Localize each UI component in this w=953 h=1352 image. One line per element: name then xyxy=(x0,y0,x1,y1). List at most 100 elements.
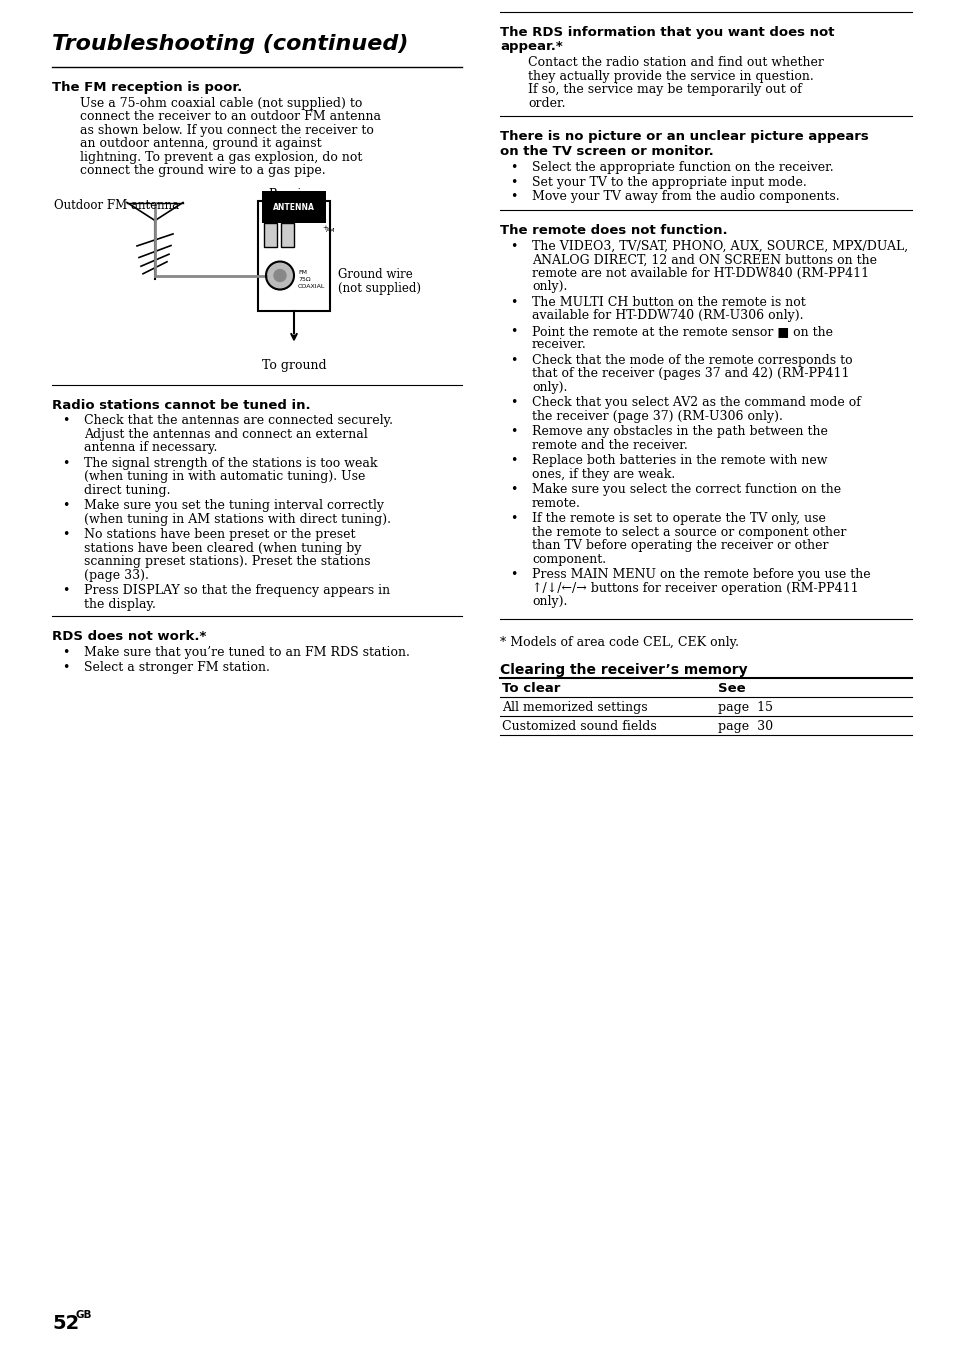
Text: +: + xyxy=(322,224,328,231)
Text: Customized sound fields: Customized sound fields xyxy=(501,721,656,733)
Text: COAXIAL: COAXIAL xyxy=(297,284,325,288)
Text: •: • xyxy=(510,426,517,438)
Bar xyxy=(264,223,276,246)
Text: available for HT-DDW740 (RM-U306 only).: available for HT-DDW740 (RM-U306 only). xyxy=(532,310,802,322)
Text: Troubleshooting (continued): Troubleshooting (continued) xyxy=(52,34,408,54)
Text: •: • xyxy=(510,239,517,253)
Text: •: • xyxy=(510,161,517,174)
Text: •: • xyxy=(62,584,70,598)
Text: FM: FM xyxy=(297,269,307,274)
Text: Point the remote at the remote sensor ■ on the: Point the remote at the remote sensor ■ … xyxy=(532,324,832,338)
Text: •: • xyxy=(62,529,70,541)
Circle shape xyxy=(274,269,286,281)
Text: Make sure you select the correct function on the: Make sure you select the correct functio… xyxy=(532,483,841,496)
Text: 75Ω: 75Ω xyxy=(297,277,311,281)
Text: Select the appropriate function on the receiver.: Select the appropriate function on the r… xyxy=(532,161,833,174)
Text: •: • xyxy=(510,296,517,308)
Text: The signal strength of the stations is too weak: The signal strength of the stations is t… xyxy=(84,457,377,469)
Text: scanning preset stations). Preset the stations: scanning preset stations). Preset the st… xyxy=(84,556,370,568)
Text: •: • xyxy=(510,396,517,410)
Text: Check that the mode of the remote corresponds to: Check that the mode of the remote corres… xyxy=(532,354,852,366)
Text: •: • xyxy=(510,483,517,496)
Text: AM: AM xyxy=(326,227,335,233)
Text: •: • xyxy=(62,661,70,675)
Text: stations have been cleared (when tuning by: stations have been cleared (when tuning … xyxy=(84,542,361,554)
Text: remote and the receiver.: remote and the receiver. xyxy=(532,439,687,452)
Text: ↑/↓/←/→ buttons for receiver operation (RM-PP411: ↑/↓/←/→ buttons for receiver operation (… xyxy=(532,581,858,595)
Text: •: • xyxy=(510,324,517,338)
Text: •: • xyxy=(510,512,517,526)
Text: the display.: the display. xyxy=(84,598,155,611)
Text: The VIDEO3, TV/SAT, PHONO, AUX, SOURCE, MPX/DUAL,: The VIDEO3, TV/SAT, PHONO, AUX, SOURCE, … xyxy=(532,239,907,253)
Text: Replace both batteries in the remote with new: Replace both batteries in the remote wit… xyxy=(532,454,826,468)
Text: direct tuning.: direct tuning. xyxy=(84,484,171,496)
Text: Press MAIN MENU on the remote before you use the: Press MAIN MENU on the remote before you… xyxy=(532,568,870,581)
Text: only).: only). xyxy=(532,595,567,608)
Text: •: • xyxy=(62,414,70,427)
Bar xyxy=(281,223,294,246)
Text: remote are not available for HT-DDW840 (RM-PP411: remote are not available for HT-DDW840 (… xyxy=(532,266,868,280)
Text: Radio stations cannot be tuned in.: Radio stations cannot be tuned in. xyxy=(52,399,311,411)
Text: •: • xyxy=(510,354,517,366)
Text: Contact the radio station and find out whether: Contact the radio station and find out w… xyxy=(527,57,823,69)
Text: antenna if necessary.: antenna if necessary. xyxy=(84,441,217,454)
Text: connect the receiver to an outdoor FM antenna: connect the receiver to an outdoor FM an… xyxy=(80,110,380,123)
Text: Clearing the receiver’s memory: Clearing the receiver’s memory xyxy=(499,664,747,677)
Text: The FM reception is poor.: The FM reception is poor. xyxy=(52,81,242,95)
Text: receiver.: receiver. xyxy=(532,338,586,352)
Text: component.: component. xyxy=(532,553,605,566)
Text: Use a 75-ohm coaxial cable (not supplied) to: Use a 75-ohm coaxial cable (not supplied… xyxy=(80,96,362,110)
Text: than TV before operating the receiver or other: than TV before operating the receiver or… xyxy=(532,539,827,553)
Text: Outdoor FM antenna: Outdoor FM antenna xyxy=(54,199,179,211)
Text: •: • xyxy=(510,191,517,203)
Text: RDS does not work.*: RDS does not work.* xyxy=(52,630,206,644)
Text: To ground: To ground xyxy=(261,358,326,372)
Text: See: See xyxy=(718,683,745,695)
Text: (when tuning in AM stations with direct tuning).: (when tuning in AM stations with direct … xyxy=(84,512,391,526)
Text: that of the receiver (pages 37 and 42) (RM-PP411: that of the receiver (pages 37 and 42) (… xyxy=(532,368,848,380)
Text: Ground wire: Ground wire xyxy=(337,268,413,280)
Text: page  30: page 30 xyxy=(718,721,772,733)
Text: (when tuning in with automatic tuning). Use: (when tuning in with automatic tuning). … xyxy=(84,470,365,483)
Text: •: • xyxy=(62,645,70,658)
Text: Check that the antennas are connected securely.: Check that the antennas are connected se… xyxy=(84,414,393,427)
Text: •: • xyxy=(510,454,517,468)
Text: ones, if they are weak.: ones, if they are weak. xyxy=(532,468,675,481)
Text: Make sure that you’re tuned to an FM RDS station.: Make sure that you’re tuned to an FM RDS… xyxy=(84,645,410,658)
Text: on the TV screen or monitor.: on the TV screen or monitor. xyxy=(499,145,713,158)
Text: GB: GB xyxy=(76,1310,92,1320)
Text: If so, the service may be temporarily out of: If so, the service may be temporarily ou… xyxy=(527,84,801,96)
Text: they actually provide the service in question.: they actually provide the service in que… xyxy=(527,70,813,82)
Text: •: • xyxy=(62,457,70,469)
Text: only).: only). xyxy=(532,280,567,293)
Text: The MULTI CH button on the remote is not: The MULTI CH button on the remote is not xyxy=(532,296,805,308)
Text: The RDS information that you want does not: The RDS information that you want does n… xyxy=(499,26,834,39)
Text: order.: order. xyxy=(527,97,565,110)
Text: Move your TV away from the audio components.: Move your TV away from the audio compone… xyxy=(532,191,839,203)
Text: 52: 52 xyxy=(52,1314,79,1333)
Text: Set your TV to the appropriate input mode.: Set your TV to the appropriate input mod… xyxy=(532,176,806,188)
Text: To clear: To clear xyxy=(501,683,559,695)
Text: ANTENNA: ANTENNA xyxy=(273,203,314,211)
Text: •: • xyxy=(510,568,517,581)
Text: The remote does not function.: The remote does not function. xyxy=(499,224,727,238)
Text: remote.: remote. xyxy=(532,496,580,510)
Text: Make sure you set the tuning interval correctly: Make sure you set the tuning interval co… xyxy=(84,499,384,512)
Text: connect the ground wire to a gas pipe.: connect the ground wire to a gas pipe. xyxy=(80,164,325,177)
Text: (not supplied): (not supplied) xyxy=(337,281,420,295)
Circle shape xyxy=(266,261,294,289)
Text: the remote to select a source or component other: the remote to select a source or compone… xyxy=(532,526,845,539)
Text: •: • xyxy=(510,176,517,188)
Text: Press DISPLAY so that the frequency appears in: Press DISPLAY so that the frequency appe… xyxy=(84,584,390,598)
Text: All memorized settings: All memorized settings xyxy=(501,702,647,714)
Text: appear.*: appear.* xyxy=(499,41,562,53)
Text: only).: only). xyxy=(532,381,567,393)
Text: Receiver: Receiver xyxy=(268,188,320,200)
Text: page  15: page 15 xyxy=(718,702,772,714)
Text: There is no picture or an unclear picture appears: There is no picture or an unclear pictur… xyxy=(499,130,868,143)
Text: ANALOG DIRECT, 12 and ON SCREEN buttons on the: ANALOG DIRECT, 12 and ON SCREEN buttons … xyxy=(532,253,876,266)
Text: •: • xyxy=(62,499,70,512)
Text: as shown below. If you connect the receiver to: as shown below. If you connect the recei… xyxy=(80,123,374,137)
Text: Check that you select AV2 as the command mode of: Check that you select AV2 as the command… xyxy=(532,396,860,410)
Text: Select a stronger FM station.: Select a stronger FM station. xyxy=(84,661,270,675)
